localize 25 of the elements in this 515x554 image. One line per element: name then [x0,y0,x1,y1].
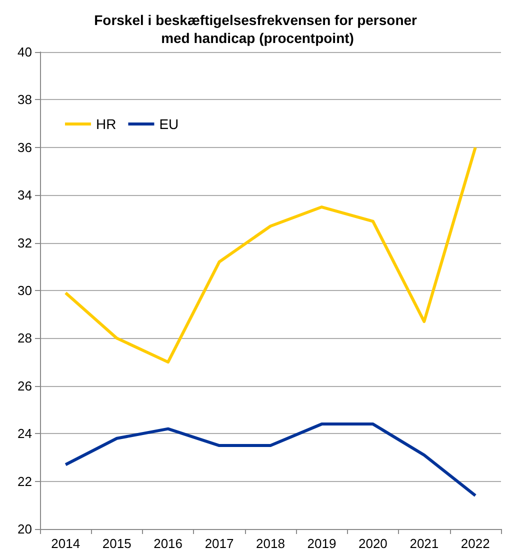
x-tick-label: 2019 [307,536,336,551]
line-series [64,146,477,364]
y-tick-label: 34 [18,188,32,203]
y-tick-label: 20 [18,522,32,536]
x-tick-label: 2020 [358,536,388,551]
x-tick-label: 2014 [51,536,80,551]
x-tick-label: 2015 [102,536,132,551]
y-tick-label: 30 [18,283,32,298]
chart-title: Forskel i beskæftigelsesfrekvensen for personer med handicap (procentpoint) [94,12,421,46]
line-series [64,422,477,498]
y-tick-label: 22 [18,474,32,489]
y-tick-label: 26 [18,378,32,394]
legend-label: EU [159,116,179,132]
x-tick-label: 2022 [460,536,490,551]
x-tick-label: 2018 [256,536,285,551]
y-tick-label: 40 [18,44,32,60]
legend-label: HR [96,116,116,132]
x-tick-label: 2017 [204,536,234,551]
y-tick-label: 36 [18,140,32,155]
x-tick-label: 2021 [410,536,439,551]
x-tick-label: 2016 [154,536,183,551]
y-tick-label: 38 [18,92,32,108]
y-tick-label: 28 [18,330,32,346]
y-tick-label: 32 [18,235,32,250]
y-tick-label: 24 [18,426,32,442]
